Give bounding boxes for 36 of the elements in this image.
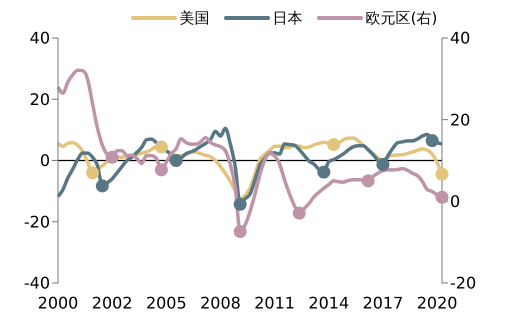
y-tick-label: 40 [30, 28, 50, 48]
point [234, 198, 247, 211]
y-tick-label: 0 [40, 151, 50, 170]
legend-label: 美国 [180, 8, 210, 28]
legend-label: 日本 [272, 8, 303, 28]
point [234, 225, 247, 238]
point [436, 168, 448, 181]
point [170, 154, 183, 167]
point [376, 158, 390, 171]
x-tick-label: 2020 [416, 293, 458, 312]
point [436, 190, 448, 204]
point [154, 140, 168, 154]
y2-tick-label: 20 [450, 110, 470, 130]
y2-tick-label: 40 [450, 28, 470, 48]
y2-tick-label: 0 [450, 192, 460, 212]
y-tick-label: -20 [24, 212, 50, 232]
point [362, 174, 375, 188]
point [317, 166, 330, 179]
point [96, 179, 109, 192]
legend-label: 欧元区(右) [366, 8, 438, 28]
point [292, 206, 306, 220]
point [106, 150, 119, 164]
point [426, 134, 439, 148]
x-tick-label: 2005 [146, 293, 187, 312]
y2-tick-label: -20 [450, 274, 476, 293]
x-tick-label: 2011 [254, 293, 295, 312]
x-tick-label: 2017 [362, 293, 404, 312]
x-tick-label: 2008 [200, 293, 241, 312]
x-tick-label: 2002 [92, 293, 133, 312]
y-tick-label: 20 [30, 90, 50, 109]
y-tick-label: -40 [24, 274, 50, 293]
x-tick-label: 2014 [308, 293, 350, 312]
x-tick-label: 2000 [38, 293, 78, 312]
point [86, 166, 99, 180]
point [327, 138, 340, 152]
point [154, 163, 168, 176]
